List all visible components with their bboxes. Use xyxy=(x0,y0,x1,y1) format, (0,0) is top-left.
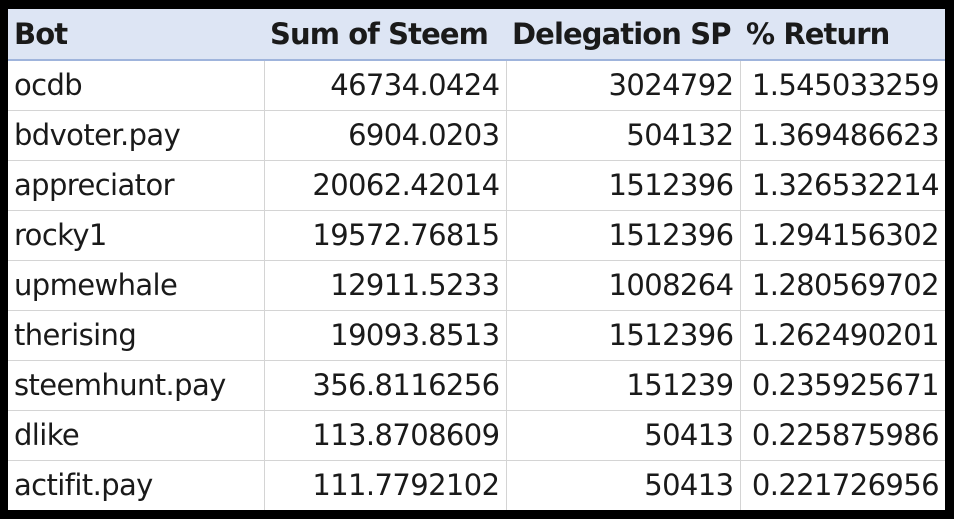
table-row: upmewhale 12911.5233 1008264 1.280569702 xyxy=(8,260,945,311)
table-row: therising 19093.8513 1512396 1.262490201 xyxy=(8,310,945,361)
cell-bot[interactable]: appreciator xyxy=(8,160,265,211)
cell-bot[interactable]: ocdb xyxy=(8,60,265,111)
cell-delegation-sp[interactable]: 1008264 xyxy=(506,260,741,311)
cell-sum-of-steem[interactable]: 20062.42014 xyxy=(264,160,507,211)
cell-bot[interactable]: bdvoter.pay xyxy=(8,110,265,161)
cell-sum-of-steem[interactable]: 12911.5233 xyxy=(264,260,507,311)
cell-delegation-sp[interactable]: 1512396 xyxy=(506,160,741,211)
cell-sum-of-steem[interactable]: 113.8708609 xyxy=(264,410,507,461)
cell-delegation-sp[interactable]: 50413 xyxy=(506,410,741,461)
cell-delegation-sp[interactable]: 50413 xyxy=(506,460,741,510)
table-row: rocky1 19572.76815 1512396 1.294156302 xyxy=(8,210,945,261)
header-bot[interactable]: Bot xyxy=(8,9,264,61)
spreadsheet-region: Bot Sum of Steem Delegation SP % Return … xyxy=(8,9,945,510)
cell-percent-return[interactable]: 0.235925671 xyxy=(740,360,945,411)
cell-delegation-sp[interactable]: 1512396 xyxy=(506,210,741,261)
table-row: appreciator 20062.42014 1512396 1.326532… xyxy=(8,160,945,211)
cell-percent-return[interactable]: 1.326532214 xyxy=(740,160,945,211)
header-percent-return[interactable]: % Return xyxy=(740,9,945,61)
cell-delegation-sp[interactable]: 3024792 xyxy=(506,60,741,111)
cell-sum-of-steem[interactable]: 46734.0424 xyxy=(264,60,507,111)
cell-sum-of-steem[interactable]: 19572.76815 xyxy=(264,210,507,261)
cell-delegation-sp[interactable]: 1512396 xyxy=(506,310,741,361)
table-row: bdvoter.pay 6904.0203 504132 1.369486623 xyxy=(8,110,945,161)
table-row: actifit.pay 111.7792102 50413 0.22172695… xyxy=(8,460,945,510)
table-row: steemhunt.pay 356.8116256 151239 0.23592… xyxy=(8,360,945,411)
header-delegation-sp[interactable]: Delegation SP xyxy=(506,9,740,61)
cell-bot[interactable]: therising xyxy=(8,310,265,361)
cell-bot[interactable]: upmewhale xyxy=(8,260,265,311)
table-body: ocdb 46734.0424 3024792 1.545033259 bdvo… xyxy=(8,60,945,510)
cell-percent-return[interactable]: 0.221726956 xyxy=(751,468,940,503)
header-row: Bot Sum of Steem Delegation SP % Return xyxy=(8,9,945,61)
cell-percent-return[interactable]: 1.262490201 xyxy=(740,310,945,361)
cell-percent-return[interactable]: 0.225875986 xyxy=(740,410,945,461)
cell-bot[interactable]: dlike xyxy=(8,410,265,461)
table-header: Bot Sum of Steem Delegation SP % Return xyxy=(8,9,945,61)
cell-sum-of-steem[interactable]: 19093.8513 xyxy=(264,310,507,361)
cell-delegation-sp[interactable]: 504132 xyxy=(506,110,741,161)
bot-returns-table: Bot Sum of Steem Delegation SP % Return … xyxy=(8,9,945,510)
cell-sum-of-steem[interactable]: 111.7792102 xyxy=(264,460,507,510)
cell-percent-return[interactable]: 1.369486623 xyxy=(740,110,945,161)
cell-sum-of-steem[interactable]: 6904.0203 xyxy=(264,110,507,161)
cell-bot[interactable]: steemhunt.pay xyxy=(8,360,265,411)
cell-percent-return[interactable]: 1.280569702 xyxy=(740,260,945,311)
cell-delegation-sp[interactable]: 151239 xyxy=(506,360,741,411)
cell-bot[interactable]: actifit.pay xyxy=(8,460,265,510)
cell-percent-return[interactable]: 1.545033259 xyxy=(740,60,945,111)
cell-percent-return[interactable]: 1.294156302 xyxy=(740,210,945,261)
table-row: dlike 113.8708609 50413 0.225875986 xyxy=(8,410,945,461)
header-sum-of-steem[interactable]: Sum of Steem xyxy=(264,9,506,61)
cell-bot[interactable]: rocky1 xyxy=(8,210,265,261)
cell-sum-of-steem[interactable]: 356.8116256 xyxy=(264,360,507,411)
table-row: ocdb 46734.0424 3024792 1.545033259 xyxy=(8,60,945,111)
